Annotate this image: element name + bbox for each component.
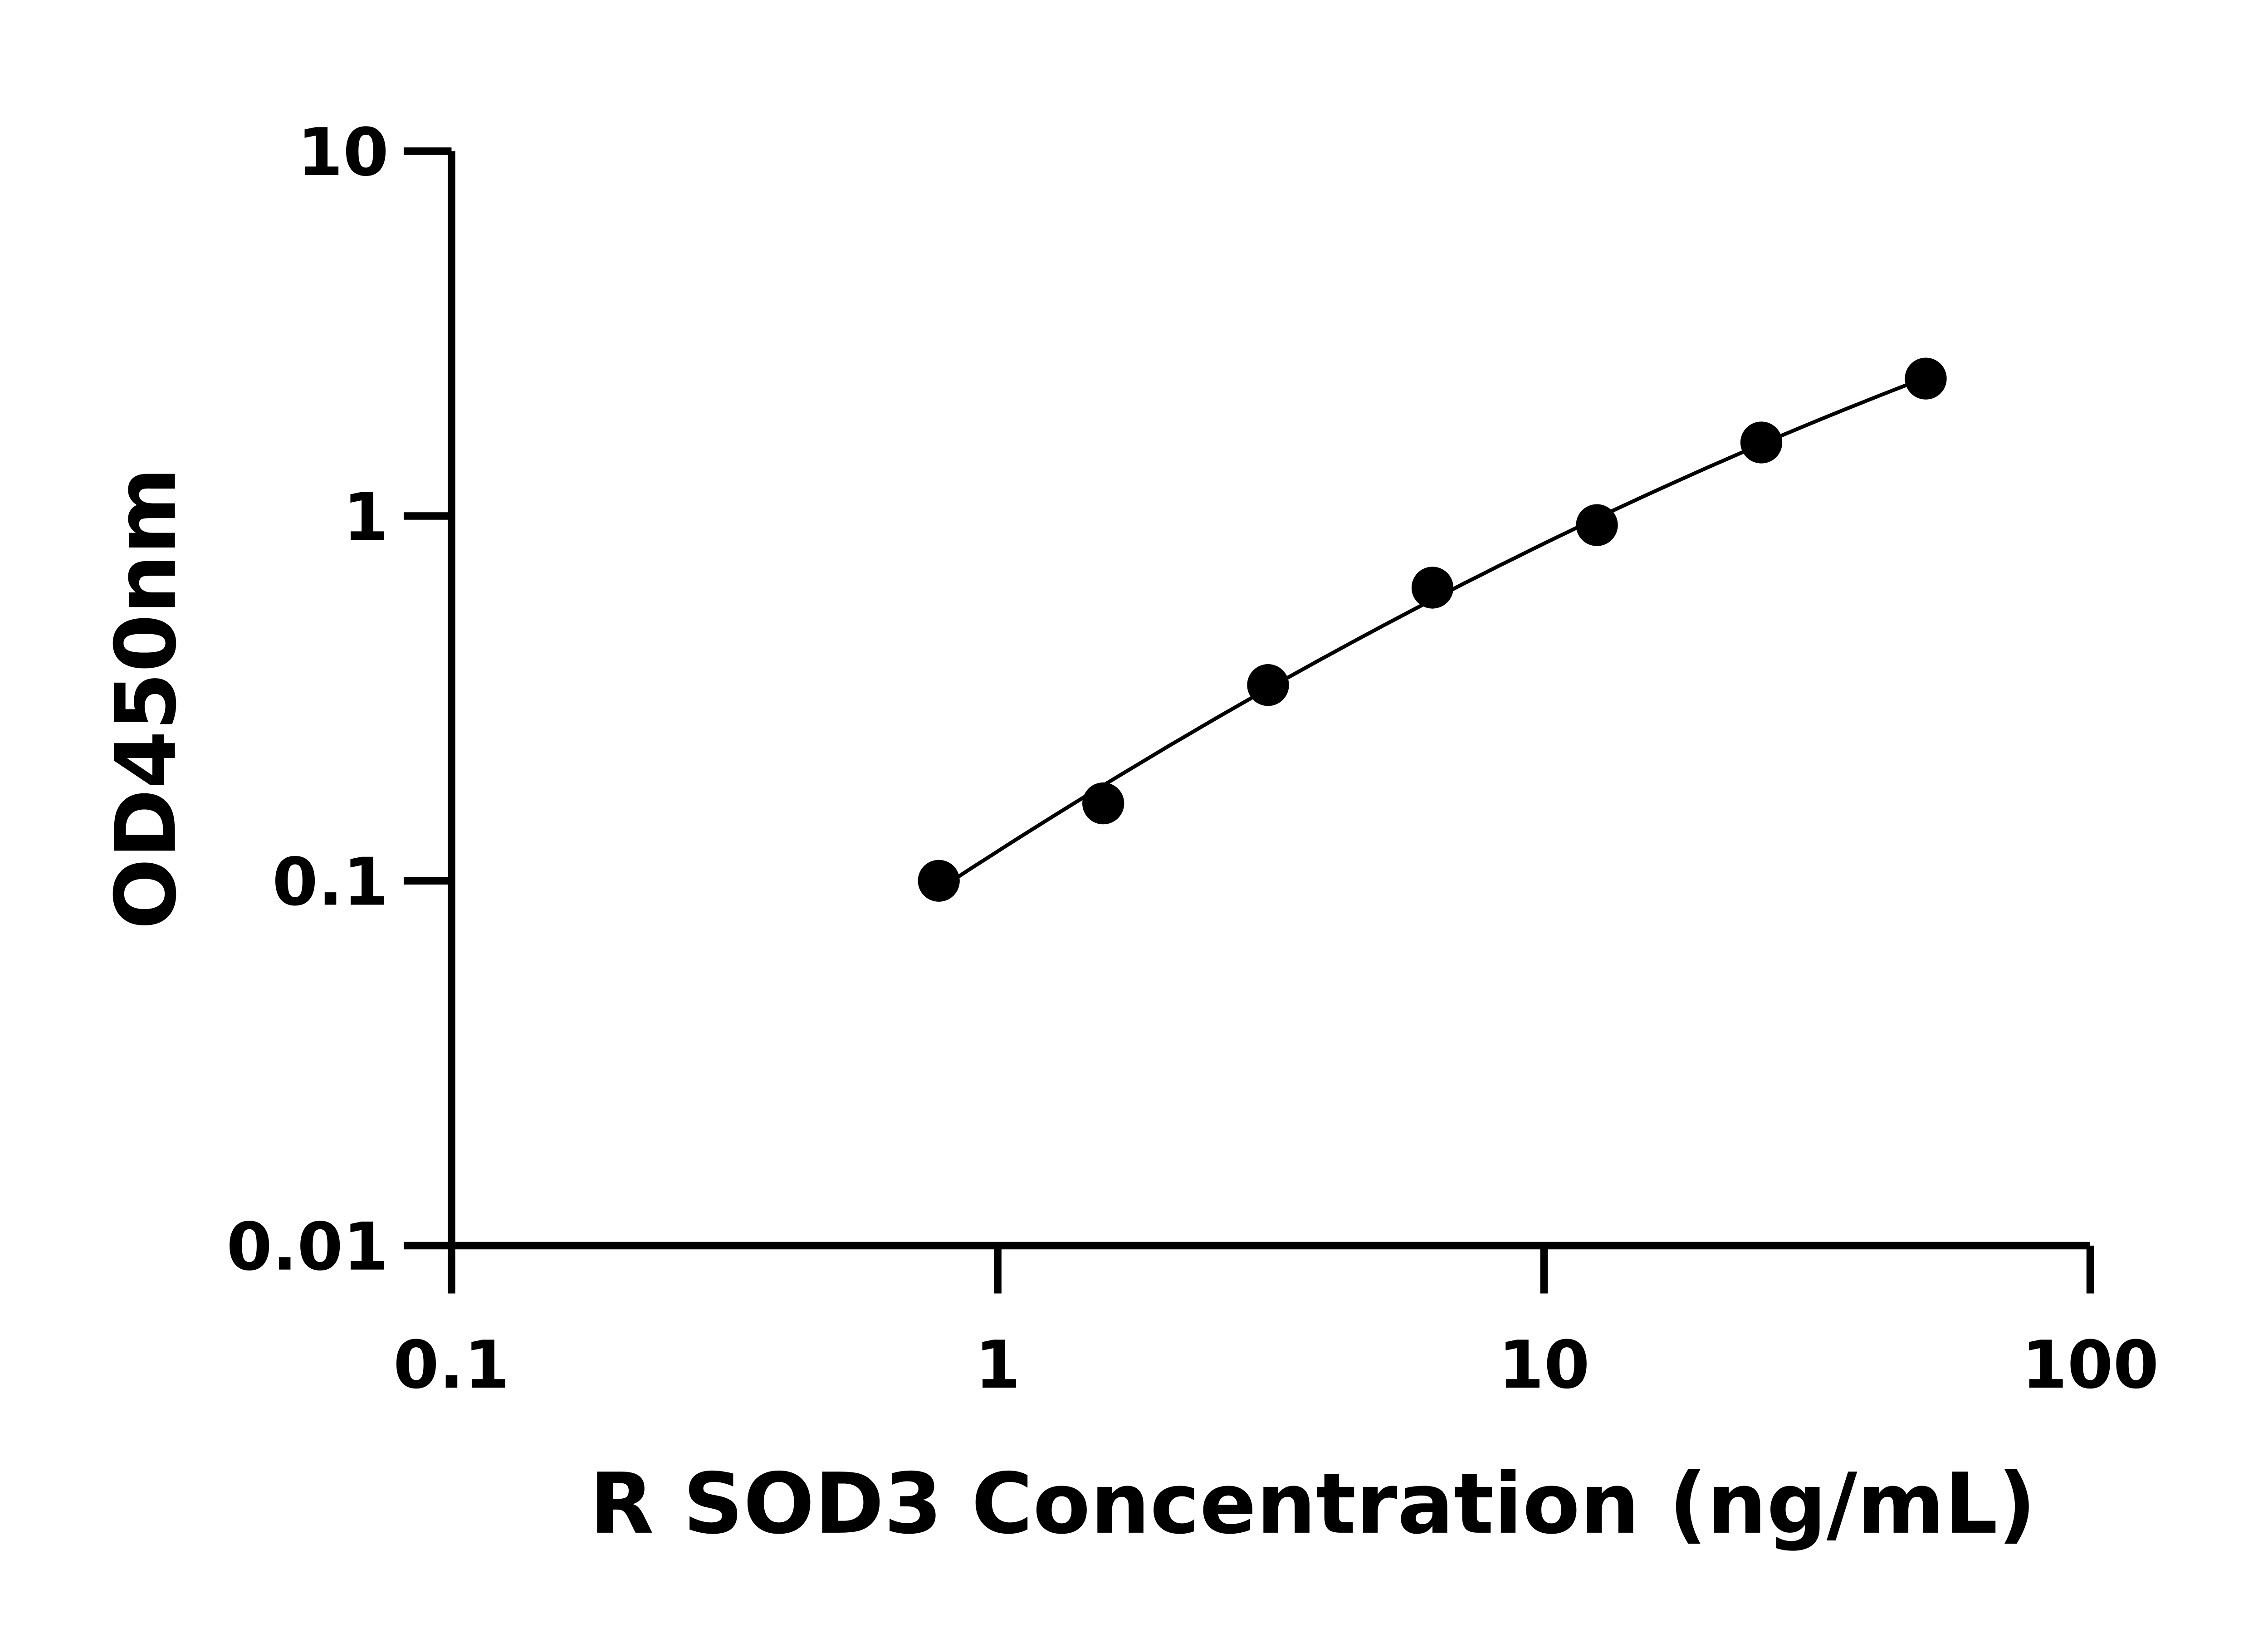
y-axis-label: OD450nm: [98, 467, 195, 929]
data-point: [1905, 357, 1947, 400]
data-point: [1411, 567, 1454, 609]
y-tick-label: 0.01: [226, 1209, 389, 1286]
x-tick-label: 0.1: [393, 1327, 510, 1403]
data-point: [1576, 504, 1618, 546]
x-axis-label: R SOD3 Concentration (ng/mL): [589, 1455, 2036, 1553]
data-point: [1247, 664, 1289, 706]
y-tick-label: 10: [297, 114, 389, 191]
x-tick-label: 1: [975, 1327, 1021, 1403]
y-tick-label: 0.1: [272, 844, 389, 920]
data-point: [1740, 421, 1783, 464]
x-tick-label: 100: [2022, 1327, 2159, 1403]
data-points: [918, 357, 1947, 902]
data-point: [1082, 782, 1124, 825]
x-tick-label: 10: [1498, 1327, 1590, 1403]
y-tick-label: 1: [343, 479, 389, 556]
data-point: [918, 860, 960, 902]
